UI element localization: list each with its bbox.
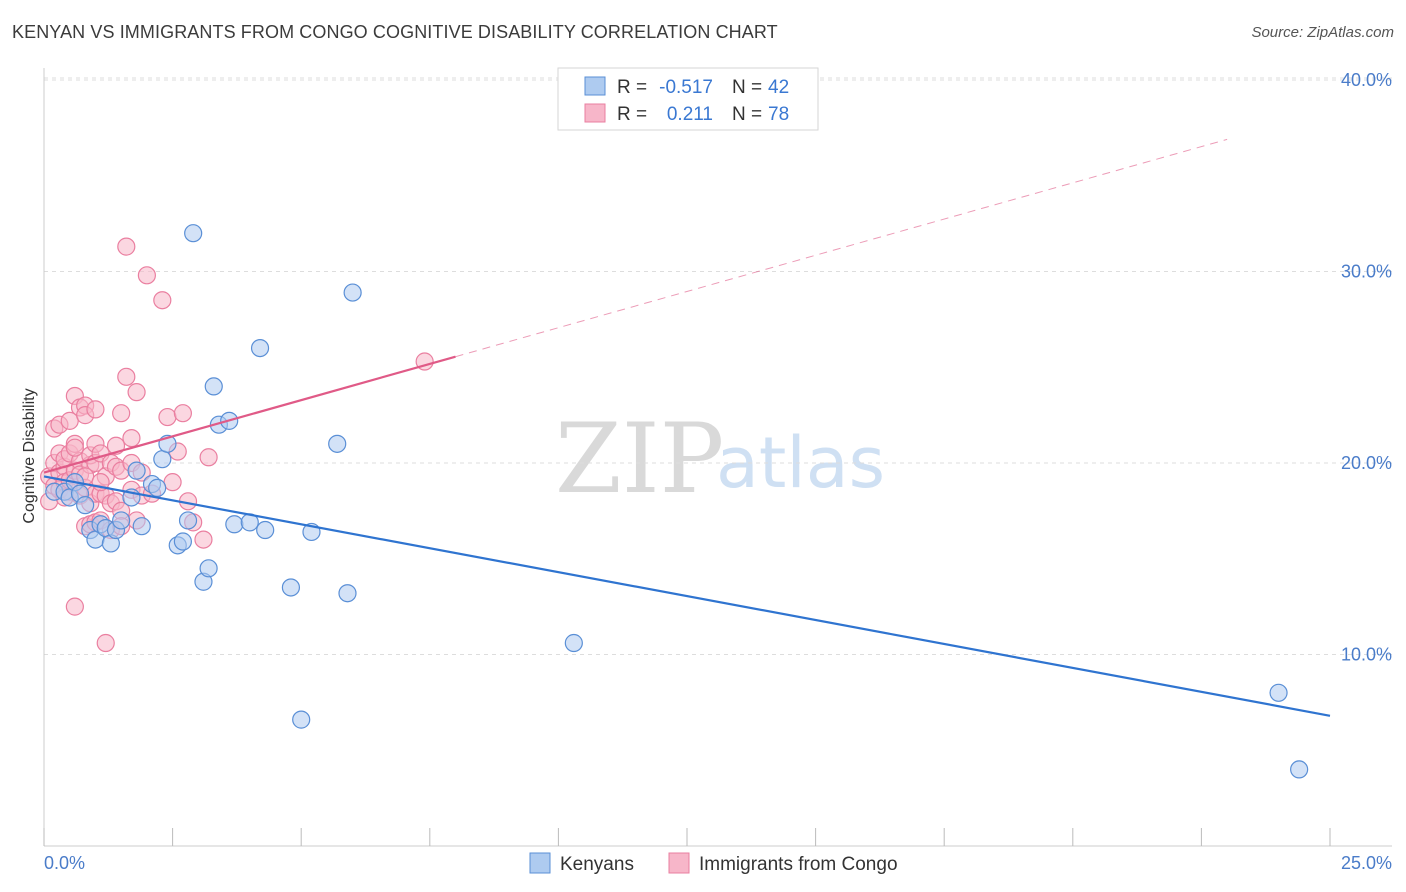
kenyans-point <box>564 633 583 653</box>
congo-point <box>127 383 146 402</box>
y-axis-title: Cognitive Disability <box>21 388 38 523</box>
kenyans-point <box>132 517 151 536</box>
kenyans-point <box>1269 683 1288 702</box>
y-tick-label: 40.0% <box>1341 70 1392 90</box>
bottom-legend-swatch-congo <box>668 852 690 874</box>
x-axis-ticks <box>43 828 1331 846</box>
congo-trend-line-solid <box>43 355 456 474</box>
legend-n-value-congo: 78 <box>768 104 789 125</box>
kenyans-point <box>199 559 218 578</box>
congo-point <box>65 438 84 457</box>
bottom-legend-swatch-kenyans <box>529 852 551 874</box>
kenyans-point <box>204 377 223 396</box>
kenyans-point <box>225 515 244 534</box>
kenyans-point <box>76 496 95 515</box>
congo-point <box>158 407 177 427</box>
legend-r-value-kenyans: -0.517 <box>659 77 713 98</box>
legend-n-value-kenyans: 42 <box>768 77 789 98</box>
trend-lines <box>43 138 1331 717</box>
congo-point <box>137 266 156 285</box>
kenyans-point <box>148 478 167 497</box>
x-tick-label-max: 25.0% <box>1341 853 1392 873</box>
congo-point <box>96 633 115 653</box>
congo-point <box>112 404 131 423</box>
kenyans-point <box>178 511 198 530</box>
stats-legend: R = -0.517 N = 42 R = 0.211 N = 78 <box>557 67 819 131</box>
congo-trend-line-dashed <box>455 138 1228 358</box>
legend-n-label-congo: N = <box>732 104 762 125</box>
series-congo-points <box>40 237 434 653</box>
source-credit: Source: ZipAtlas.com <box>1251 24 1394 41</box>
kenyans-point <box>281 578 301 597</box>
x-tick-label-min: 0.0% <box>44 853 85 873</box>
legend-r-label-kenyans: R = <box>617 77 647 98</box>
kenyans-point <box>127 461 146 480</box>
axes <box>43 68 1392 847</box>
kenyans-point <box>338 584 357 603</box>
watermark-zip: ZIP <box>555 403 724 515</box>
y-tick-label: 30.0% <box>1341 262 1392 282</box>
congo-point <box>163 473 182 492</box>
kenyans-point <box>292 710 311 729</box>
watermark-atlas: atlas <box>716 422 885 504</box>
series-legend: Kenyans Immigrants from Congo <box>529 852 898 875</box>
bottom-legend-label-congo: Immigrants from Congo <box>699 854 898 875</box>
y-tick-label: 10.0% <box>1341 645 1392 665</box>
kenyans-point <box>1290 760 1309 779</box>
watermark: ZIP atlas <box>555 403 885 515</box>
series-kenyans-points <box>45 224 1309 779</box>
bottom-legend-label-kenyans: Kenyans <box>560 854 634 875</box>
kenyans-point <box>184 224 203 243</box>
kenyans-point <box>343 283 362 302</box>
congo-point <box>194 530 213 549</box>
legend-swatch-kenyans <box>584 76 606 96</box>
legend-r-value-congo: 0.211 <box>667 104 713 125</box>
congo-point <box>117 367 136 386</box>
chart-title: KENYAN VS IMMIGRANTS FROM CONGO COGNITIV… <box>12 22 778 42</box>
congo-point <box>86 400 105 419</box>
congo-point <box>153 291 172 310</box>
congo-point <box>122 429 141 448</box>
kenyans-point <box>256 520 275 540</box>
gridlines <box>44 77 1392 655</box>
congo-point <box>173 404 192 423</box>
y-tick-label: 20.0% <box>1341 453 1392 473</box>
y-axis-tick-labels: 10.0% 20.0% 30.0% 40.0% <box>1341 70 1392 665</box>
kenyans-point <box>173 532 192 551</box>
kenyans-point <box>250 339 270 358</box>
legend-swatch-congo <box>584 103 606 123</box>
kenyans-point <box>328 434 347 453</box>
kenyans-trend-line <box>43 475 1331 717</box>
legend-r-label-congo: R = <box>617 104 647 125</box>
congo-point <box>65 597 84 616</box>
congo-point <box>199 448 218 467</box>
congo-point <box>117 237 136 256</box>
kenyans-point <box>112 511 131 530</box>
legend-n-label-kenyans: N = <box>732 77 762 98</box>
kenyans-point <box>153 450 172 469</box>
